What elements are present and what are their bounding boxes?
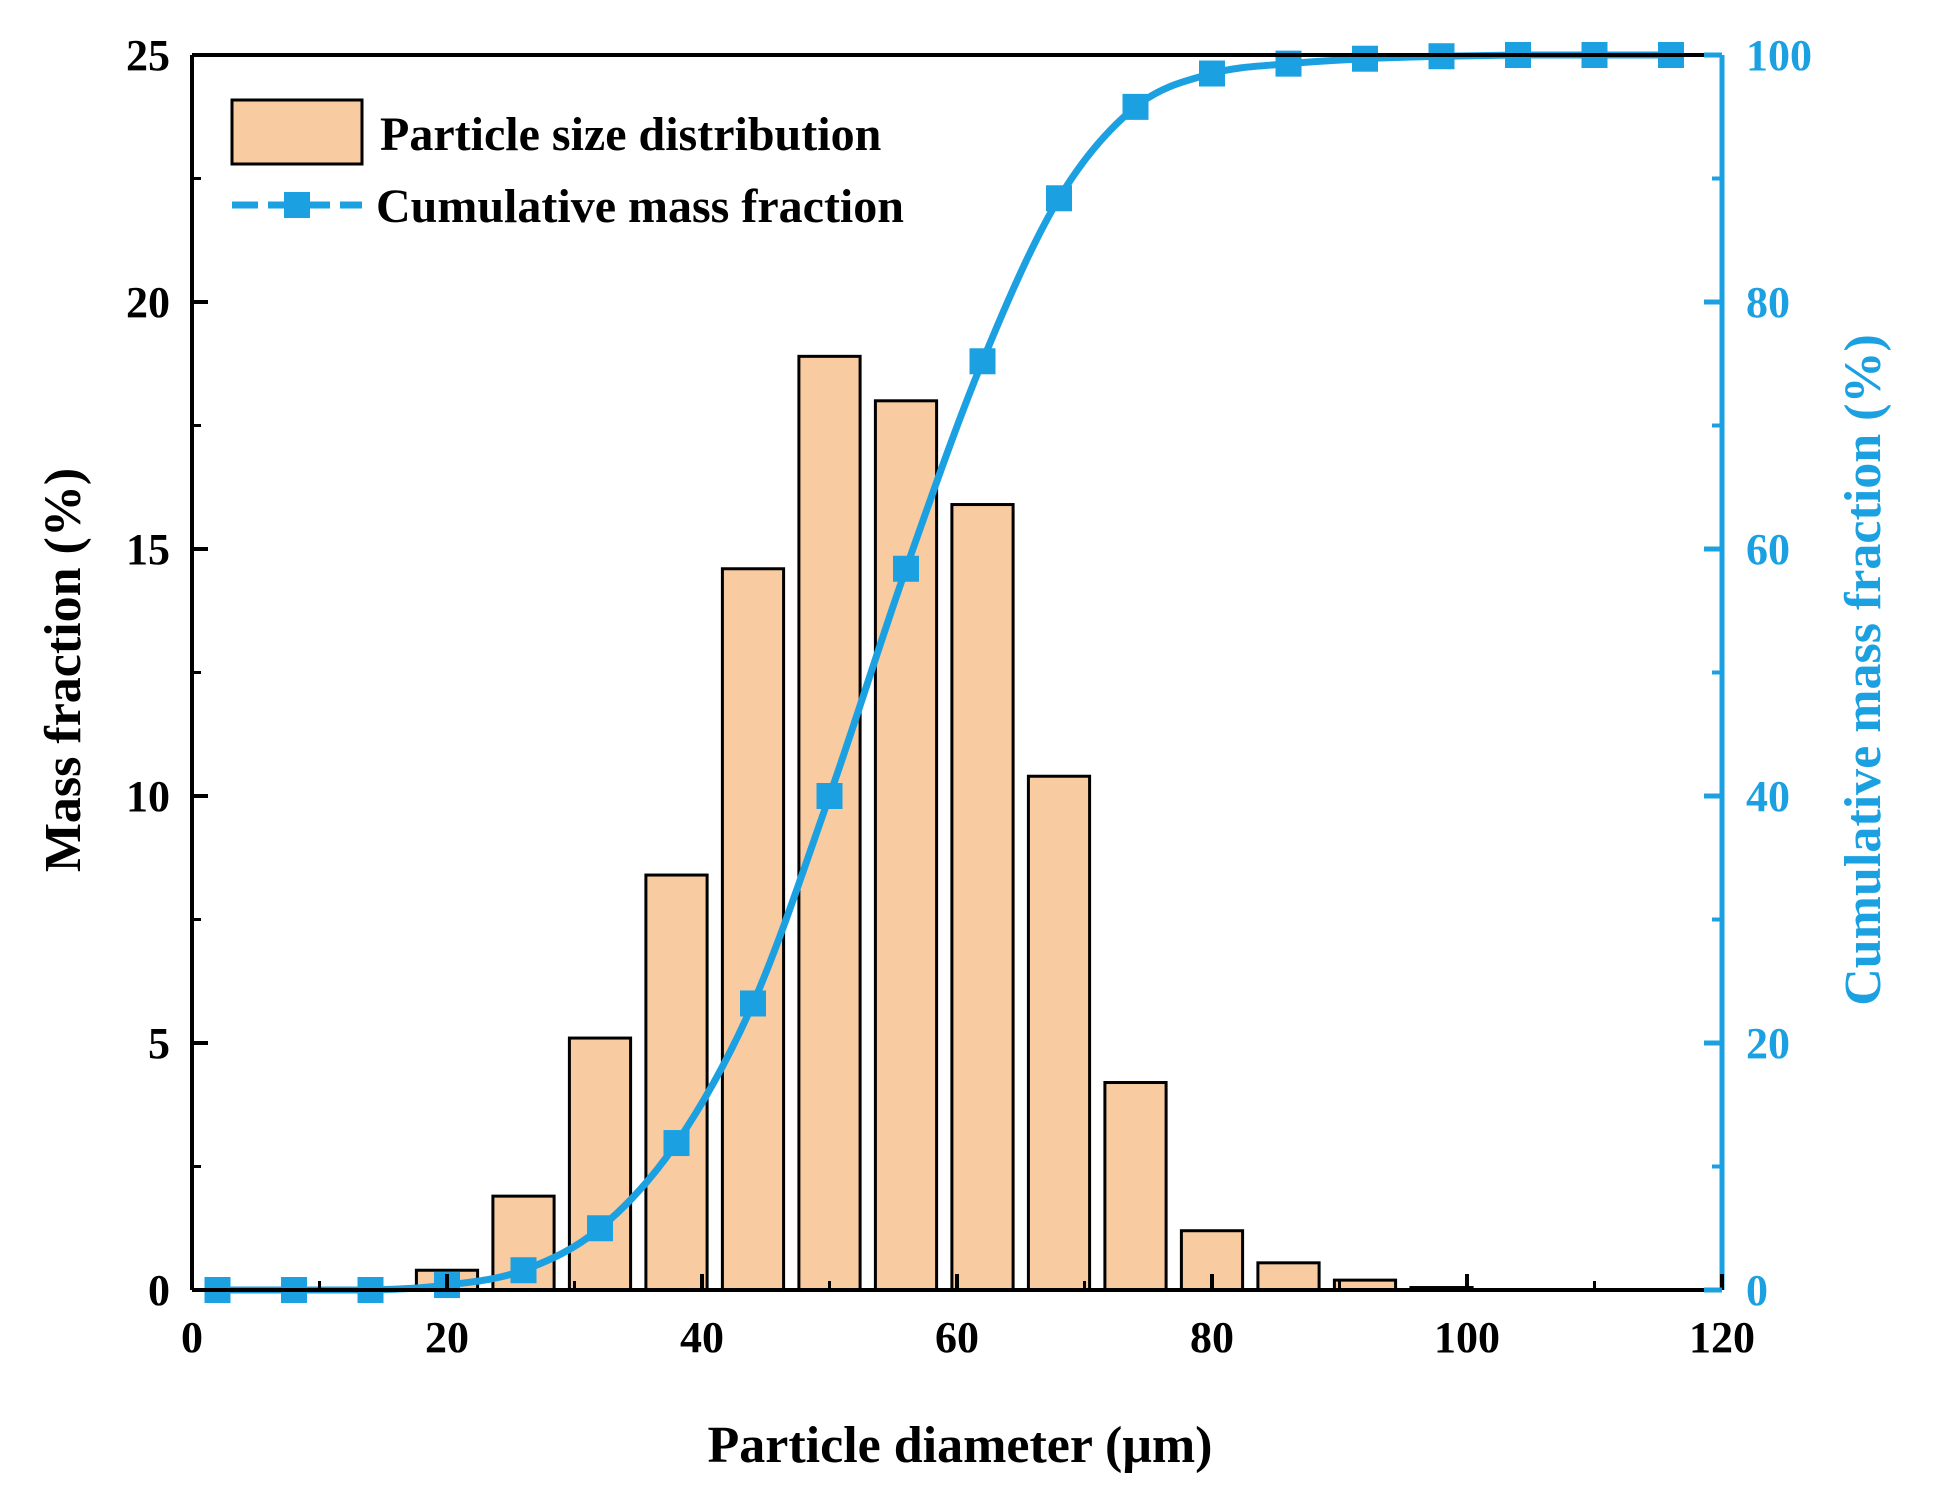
cumulative-point	[1199, 60, 1225, 87]
y-right-tick-label: 20	[1746, 1019, 1790, 1068]
x-tick-label: 120	[1689, 1313, 1755, 1362]
y-right-tick-label: 40	[1746, 772, 1790, 821]
y-left-tick-label: 15	[126, 525, 170, 574]
cumulative-point	[969, 348, 996, 375]
legend-bar-label: Particle size distribution	[380, 108, 881, 161]
y-left-tick-label: 10	[126, 772, 170, 821]
x-axis-title: Particle diameter (μm)	[708, 1417, 1213, 1474]
bar	[720, 567, 786, 1292]
x-tick-label: 0	[181, 1313, 203, 1362]
y-left-tick-label: 20	[126, 278, 170, 327]
bar	[950, 503, 1015, 1292]
x-tick-label: 20	[425, 1313, 469, 1362]
cumulative-line	[217, 51, 1671, 1294]
legend-line-label: Cumulative mass fraction	[376, 180, 904, 233]
cumulative-point	[1352, 45, 1378, 72]
x-tick-label: 40	[680, 1313, 724, 1362]
cumulative-point	[510, 1257, 537, 1284]
cumulative-point	[663, 1130, 690, 1157]
cumulative-point	[587, 1215, 613, 1242]
cumulative-point	[1046, 185, 1072, 212]
cumulative-point	[1122, 93, 1149, 120]
y-right-tick-label: 80	[1746, 278, 1790, 327]
legend-line-marker	[284, 192, 310, 218]
bar	[567, 1036, 633, 1292]
bar	[1103, 1081, 1168, 1292]
y-right-tick-label: 60	[1746, 525, 1790, 574]
bar	[644, 873, 709, 1292]
cumulative-point	[816, 783, 843, 809]
bar	[873, 399, 939, 1292]
y-axis-left-title: Mass fraction (%)	[35, 468, 92, 872]
cumulative-point	[740, 990, 766, 1017]
bar	[797, 354, 862, 1292]
legend-bar-swatch	[230, 98, 364, 166]
x-tick-label: 60	[935, 1313, 979, 1362]
x-tick-label: 80	[1190, 1313, 1234, 1362]
bar	[1026, 774, 1092, 1292]
y-right-tick-label: 100	[1746, 31, 1812, 80]
bars-layer	[414, 354, 1474, 1292]
bar	[1256, 1261, 1321, 1292]
legend: Particle size distribution Cumulative ma…	[230, 98, 904, 233]
cumulative-point	[893, 555, 919, 582]
y-right-tick-label: 0	[1746, 1266, 1768, 1315]
y-left-tick-label: 0	[148, 1266, 170, 1315]
y-axis-right-title: Cumulative mass fraction (%)	[1835, 334, 1892, 1006]
x-tick-label: 100	[1434, 1313, 1500, 1362]
y-left-tick-label: 25	[126, 31, 170, 80]
y-left-tick-label: 5	[148, 1019, 170, 1068]
